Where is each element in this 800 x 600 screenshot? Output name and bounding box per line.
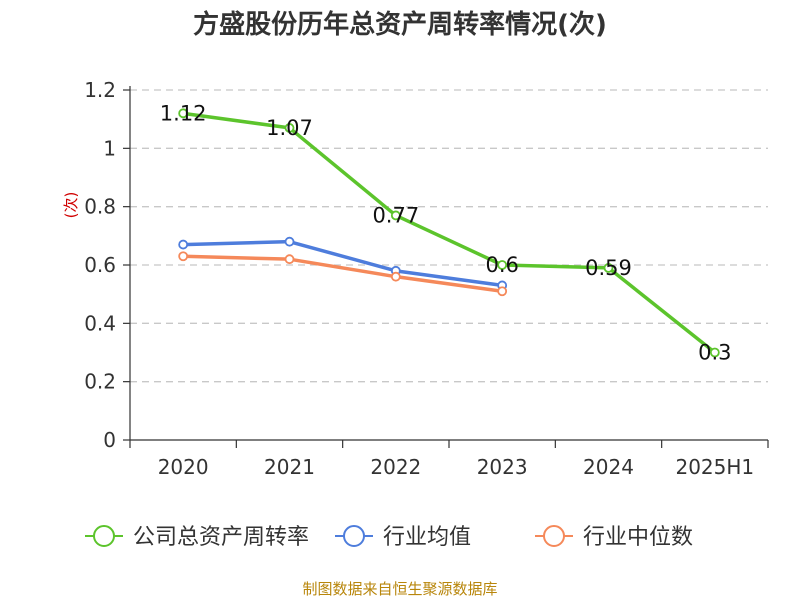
- series-points: [178, 108, 720, 358]
- legend: 公司总资产周转率 行业均值 行业中位数: [85, 525, 693, 550]
- legend-item: 行业均值: [335, 525, 471, 550]
- data-point: [390, 210, 401, 221]
- series-line: [183, 239, 503, 288]
- data-label: 0.6: [485, 253, 518, 277]
- series-lines: [182, 111, 716, 354]
- data-point: [390, 271, 401, 282]
- source-note: 制图数据来自恒生聚源数据库: [302, 580, 498, 598]
- data-point: [178, 251, 189, 262]
- data-label: 0.59: [585, 256, 632, 280]
- x-tick-label: 2025H1: [675, 455, 754, 479]
- data-label: 1.07: [266, 116, 313, 140]
- data-label: 0.77: [372, 203, 419, 227]
- data-label: 1.12: [160, 101, 207, 125]
- x-tick-label: 2020: [158, 455, 209, 479]
- legend-marker: [543, 525, 565, 547]
- x-tick-label: 2023: [477, 455, 528, 479]
- data-label: 0.3: [698, 341, 731, 365]
- legend-marker: [93, 525, 115, 547]
- y-tick-label: 0.6: [84, 253, 116, 277]
- data-point: [497, 286, 508, 297]
- series-line: [182, 111, 716, 354]
- x-tick-label: 2021: [264, 455, 315, 479]
- axes: 0 0.2 0.4 0.6 0.8 1 1.2 2020 2021 2022 2023 2024 202…: [62, 78, 769, 479]
- legend-item: 公司总资产周转率: [85, 525, 309, 550]
- y-tick-label: 0: [103, 428, 116, 452]
- legend-label: 公司总资产周转率: [133, 525, 309, 550]
- y-tick-label: 1: [103, 136, 116, 160]
- data-point: [497, 260, 508, 270]
- y-axis-label: (次): [62, 192, 80, 219]
- legend-label: 行业中位数: [583, 525, 693, 550]
- data-point: [284, 123, 295, 133]
- data-point: [178, 108, 189, 119]
- data-labels: 1.12 1.07 0.77 0.6 0.59 0.3: [160, 101, 732, 364]
- data-point: [284, 254, 295, 265]
- y-tick-label: 0.2: [84, 370, 116, 394]
- x-tick-label: 2022: [370, 455, 421, 479]
- data-point: [284, 236, 295, 247]
- series-line: [183, 254, 503, 293]
- data-point: [178, 239, 189, 250]
- y-tick-label: 0.4: [84, 311, 116, 335]
- data-point: [603, 263, 614, 273]
- legend-label: 行业均值: [383, 525, 471, 550]
- y-tick-label: 1.2: [84, 78, 116, 102]
- grid-lines: [130, 89, 768, 383]
- chart-title: 方盛股份历年总资产周转率情况(次): [193, 10, 607, 40]
- y-tick-label: 0.8: [84, 195, 116, 219]
- legend-item: 行业中位数: [535, 525, 693, 550]
- data-point: [709, 347, 720, 358]
- x-tick-label: 2024: [583, 455, 634, 479]
- legend-marker: [343, 525, 365, 547]
